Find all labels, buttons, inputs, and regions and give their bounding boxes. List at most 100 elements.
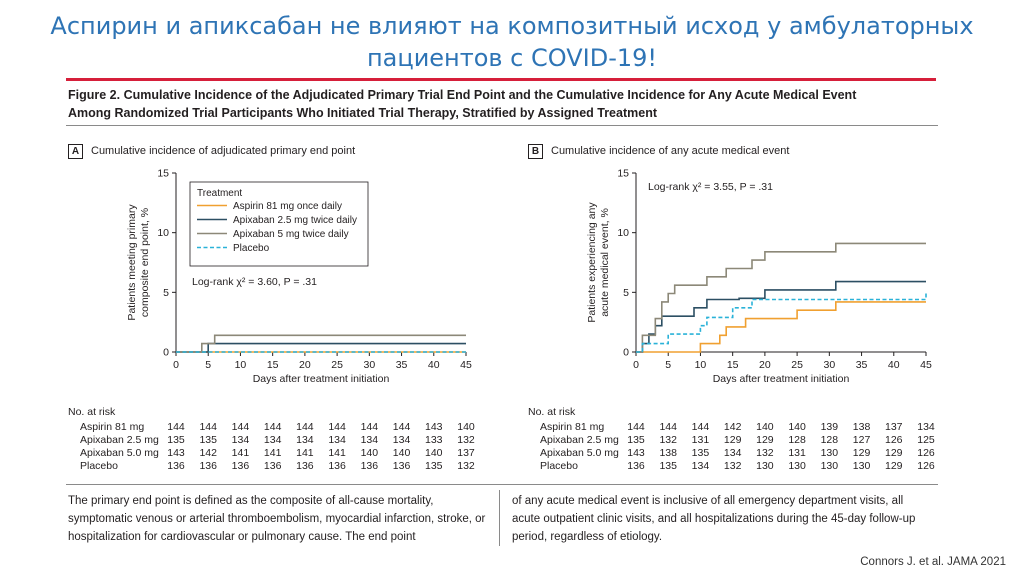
panel-b-letter: B xyxy=(528,144,543,159)
x-tick-label: 10 xyxy=(235,359,247,371)
x-tick-label: 20 xyxy=(759,359,771,371)
risk-table-cell: 140 xyxy=(361,447,379,459)
risk-table-cell: 128 xyxy=(788,434,806,446)
figure-bottom-rule xyxy=(66,484,938,485)
legend-entry: Aspirin 81 mg once daily xyxy=(233,201,342,212)
log-rank-annotation: Log-rank χ² = 3.55, P = .31 xyxy=(648,181,773,193)
risk-table-row-label: Apixaban 2.5 mg xyxy=(540,434,619,446)
risk-table-cell: 144 xyxy=(264,421,282,433)
risk-table-cell: 126 xyxy=(917,460,935,472)
risk-table-cell: 135 xyxy=(199,434,217,446)
legend-entry: Placebo xyxy=(233,243,270,254)
x-tick-label: 30 xyxy=(363,359,375,371)
log-rank-annotation: Log-rank χ² = 3.60, P = .31 xyxy=(192,276,317,288)
risk-table-cell: 135 xyxy=(659,460,677,472)
risk-table-cell: 127 xyxy=(853,434,871,446)
risk-table-cell: 142 xyxy=(724,421,742,433)
risk-table-cell: 144 xyxy=(627,421,645,433)
y-axis-label-line-2: acute medical event, % xyxy=(599,208,611,317)
x-tick-label: 0 xyxy=(173,359,179,371)
series-line-placebo xyxy=(636,291,927,353)
risk-table-cell: 143 xyxy=(425,421,443,433)
risk-table-cell: 134 xyxy=(917,421,935,433)
title-divider xyxy=(66,78,936,81)
x-tick-label: 45 xyxy=(920,359,932,371)
risk-table-cell: 129 xyxy=(724,434,742,446)
risk-table-cell: 144 xyxy=(199,421,217,433)
risk-table-cell: 135 xyxy=(167,434,185,446)
risk-table-cell: 129 xyxy=(756,434,774,446)
legend-entry: Apixaban 5 mg twice daily xyxy=(233,229,349,240)
risk-table-row-label: Apixaban 5.0 mg xyxy=(80,447,159,459)
series-line-aspirin xyxy=(636,301,926,353)
caption-right: of any acute medical event is inclusive … xyxy=(512,495,916,543)
y-tick-label: 10 xyxy=(617,227,629,239)
x-axis-label: Days after treatment initiation xyxy=(713,373,850,385)
legend: Treatment Aspirin 81 mg once daily Apixaba… xyxy=(189,181,369,267)
risk-table-cell: 130 xyxy=(756,460,774,472)
risk-table-cell: 134 xyxy=(264,434,282,446)
x-tick-label: 35 xyxy=(856,359,868,371)
risk-table-cell: 136 xyxy=(199,460,217,472)
risk-table-cell: 143 xyxy=(627,447,645,459)
caption-divider xyxy=(499,490,500,546)
y-tick-label: 15 xyxy=(157,168,169,180)
risk-table-cell: 136 xyxy=(167,460,185,472)
risk-table-cell: 144 xyxy=(361,421,379,433)
y-tick-label: 5 xyxy=(623,287,629,299)
risk-table-cell: 131 xyxy=(788,447,806,459)
risk-table-cell: 136 xyxy=(296,460,314,472)
risk-table-cell: 134 xyxy=(393,434,411,446)
risk-table-cell: 136 xyxy=(328,460,346,472)
risk-table-cell: 135 xyxy=(425,460,443,472)
caption-left: The primary end point is defined as the … xyxy=(68,495,486,543)
risk-table-cell: 136 xyxy=(232,460,250,472)
risk-table-row-label: Aspirin 81 mg xyxy=(80,421,144,433)
x-tick-label: 15 xyxy=(727,359,739,371)
chart-panel-a: 0 5 10 15 0 5 10 15 20 25 30 35 40 45 Days after treat… xyxy=(68,168,475,473)
x-tick-label: 40 xyxy=(428,359,440,371)
figure-title: Figure 2. Cumulative Incidence of the Ad… xyxy=(68,86,948,122)
y-axis-label-line-1: Patients meeting primary xyxy=(126,204,138,321)
risk-table-cell: 144 xyxy=(692,421,710,433)
panel-a-header: A Cumulative incidence of adjudicated pri… xyxy=(68,144,355,159)
y-tick-label: 15 xyxy=(617,168,629,180)
x-tick-label: 35 xyxy=(396,359,408,371)
risk-table-cell: 134 xyxy=(692,460,710,472)
x-tick-label: 45 xyxy=(460,359,472,371)
panel-b-title: Cumulative incidence of any acute medica… xyxy=(551,145,790,157)
risk-table-cell: 134 xyxy=(296,434,314,446)
risk-table-cell: 130 xyxy=(821,460,839,472)
risk-table-cell: 140 xyxy=(756,421,774,433)
risk-table-cell: 134 xyxy=(724,447,742,459)
x-tick-label: 20 xyxy=(299,359,311,371)
y-tick-label: 10 xyxy=(157,227,169,239)
series-line-apixaban25 xyxy=(636,280,926,353)
risk-table-cell: 142 xyxy=(199,447,217,459)
x-tick-label: 25 xyxy=(791,359,803,371)
y-tick-label: 5 xyxy=(163,287,169,299)
risk-table-cell: 135 xyxy=(692,447,710,459)
risk-table-cell: 126 xyxy=(885,434,903,446)
risk-table-cell: 141 xyxy=(232,447,250,459)
risk-table-cell: 138 xyxy=(853,421,871,433)
x-tick-label: 25 xyxy=(331,359,343,371)
risk-table-row-label: Placebo xyxy=(540,460,578,472)
series-line-apixaban25 xyxy=(176,342,466,353)
panel-a-letter: A xyxy=(68,144,83,159)
risk-table-row-label: Apixaban 5.0 mg xyxy=(540,447,619,459)
risk-table-row-label: Apixaban 2.5 mg xyxy=(80,434,159,446)
y-tick-label: 0 xyxy=(163,347,169,359)
risk-table-cell: 134 xyxy=(328,434,346,446)
risk-table-cell: 138 xyxy=(659,447,677,459)
risk-table-cell: 132 xyxy=(457,434,475,446)
legend-entry: Apixaban 2.5 mg twice daily xyxy=(233,215,357,226)
risk-table-cell: 140 xyxy=(393,447,411,459)
risk-table-cell: 144 xyxy=(167,421,185,433)
risk-table-cell: 140 xyxy=(457,421,475,433)
x-tick-label: 5 xyxy=(205,359,211,371)
risk-table-cell: 144 xyxy=(659,421,677,433)
risk-table-cell: 141 xyxy=(264,447,282,459)
risk-table-cell: 143 xyxy=(167,447,185,459)
chart-panel-b: 0 5 10 15 0 5 10 15 20 25 30 35 40 45 Days after treat… xyxy=(528,168,935,473)
